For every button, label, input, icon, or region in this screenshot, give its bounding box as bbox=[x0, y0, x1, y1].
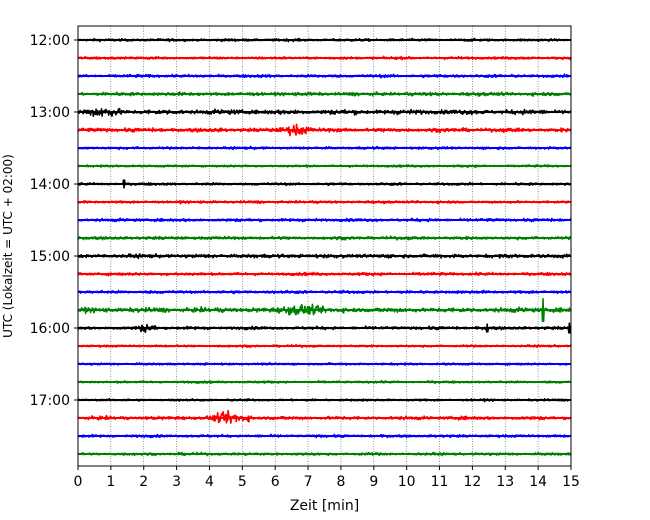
plot-frame bbox=[77, 25, 572, 467]
x-tick-label: 11 bbox=[431, 474, 449, 490]
x-tick-label: 2 bbox=[139, 474, 148, 490]
x-tick-label: 4 bbox=[205, 474, 214, 490]
x-tick-label: 13 bbox=[496, 474, 514, 490]
y-tick-label: 13:00 bbox=[30, 105, 70, 121]
y-tick-label: 14:00 bbox=[30, 177, 70, 193]
x-tick-label: 10 bbox=[398, 474, 416, 490]
y-tick-label: 16:00 bbox=[30, 321, 70, 337]
trace-group bbox=[77, 37, 572, 457]
y-tick-label: 15:00 bbox=[30, 249, 70, 265]
grid-lines bbox=[110, 26, 539, 466]
y-axis-ticks: 12:00 13:00 14:00 15:00 16:00 17:00 bbox=[30, 33, 78, 409]
y-tick-label: 17:00 bbox=[30, 393, 70, 409]
x-tick-label: 9 bbox=[369, 474, 378, 490]
x-tick-label: 7 bbox=[304, 474, 313, 490]
x-tick-label: 14 bbox=[529, 474, 547, 490]
x-tick-label: 8 bbox=[336, 474, 345, 490]
x-tick-label: 15 bbox=[562, 474, 580, 490]
x-tick-label: 12 bbox=[463, 474, 481, 490]
y-axis-label: UTC (Lokalzeit = UTC + 02:00) bbox=[1, 154, 15, 338]
x-tick-label: 0 bbox=[74, 474, 83, 490]
x-axis-label: Zeit [min] bbox=[290, 498, 359, 514]
x-axis-ticks: 0 1 2 3 4 5 6 7 8 9 10 11 12 13 14 15 bbox=[74, 466, 580, 490]
x-tick-label: 6 bbox=[271, 474, 280, 490]
x-tick-label: 3 bbox=[172, 474, 181, 490]
x-tick-label: 5 bbox=[238, 474, 247, 490]
y-tick-label: 12:00 bbox=[30, 33, 70, 49]
x-tick-label: 1 bbox=[106, 474, 115, 490]
